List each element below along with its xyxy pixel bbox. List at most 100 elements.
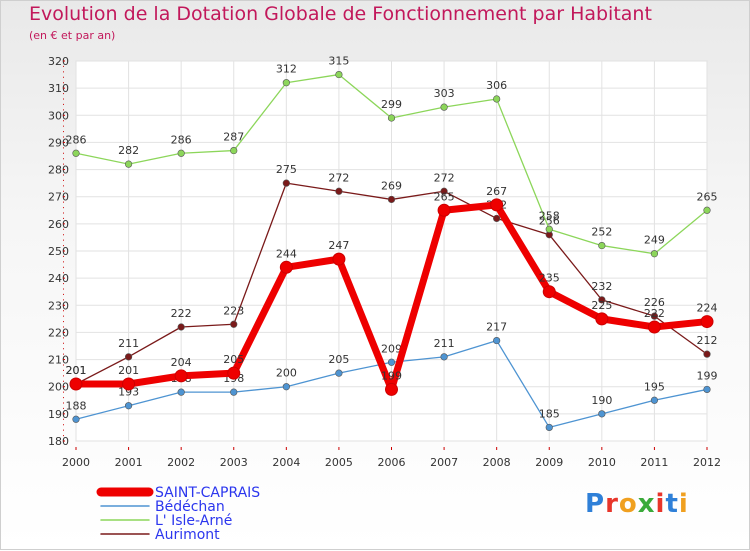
x-tick-label: 2000 bbox=[62, 456, 90, 469]
data-label: 265 bbox=[434, 190, 455, 203]
y-tick-label: 200 bbox=[48, 381, 69, 394]
x-tick-label: 2012 bbox=[693, 456, 721, 469]
data-label: 258 bbox=[539, 209, 560, 222]
data-point bbox=[493, 95, 501, 103]
data-label: 244 bbox=[276, 247, 297, 260]
data-point bbox=[493, 214, 501, 223]
data-label: 232 bbox=[591, 280, 612, 293]
data-point bbox=[335, 70, 343, 79]
y-tick-label: 220 bbox=[48, 326, 69, 339]
x-tick-label: 2004 bbox=[272, 456, 300, 469]
data-point bbox=[595, 312, 609, 326]
data-label: 247 bbox=[328, 239, 349, 252]
data-point bbox=[230, 146, 238, 155]
x-tick-label: 2008 bbox=[483, 456, 511, 469]
data-label: 235 bbox=[539, 272, 560, 285]
data-point bbox=[177, 388, 185, 396]
data-point bbox=[124, 353, 133, 361]
data-point bbox=[387, 358, 396, 366]
y-tick-label: 300 bbox=[48, 109, 69, 122]
data-point bbox=[598, 296, 606, 304]
y-tick-label: 250 bbox=[48, 245, 69, 258]
data-label: 275 bbox=[276, 163, 297, 176]
data-point bbox=[282, 79, 290, 87]
data-point bbox=[69, 377, 83, 391]
data-label: 200 bbox=[276, 367, 297, 380]
data-point bbox=[703, 350, 711, 358]
x-tick-label: 2009 bbox=[535, 456, 563, 469]
data-label: 204 bbox=[171, 356, 192, 369]
data-point bbox=[545, 423, 553, 432]
data-point bbox=[437, 203, 451, 217]
data-point bbox=[650, 250, 659, 258]
data-point bbox=[490, 198, 504, 212]
data-point bbox=[387, 195, 396, 204]
x-tick-label: 2002 bbox=[167, 456, 195, 469]
logo-letter: i bbox=[655, 489, 666, 519]
data-point bbox=[598, 410, 606, 418]
y-tick-label: 240 bbox=[48, 272, 69, 285]
data-point bbox=[440, 353, 448, 361]
data-label: 205 bbox=[328, 353, 349, 366]
data-point bbox=[282, 383, 290, 391]
data-label: 224 bbox=[697, 302, 718, 315]
data-label: 185 bbox=[539, 407, 560, 420]
data-label: 209 bbox=[381, 342, 402, 355]
chart-subtitle: (en € et par an) bbox=[29, 29, 116, 42]
data-point bbox=[545, 225, 553, 233]
data-label: 312 bbox=[276, 63, 297, 76]
y-tick-label: 210 bbox=[48, 354, 69, 367]
chart-title: Evolution de la Dotation Globale de Fonc… bbox=[29, 3, 652, 25]
data-point bbox=[598, 241, 606, 250]
data-label: 315 bbox=[328, 55, 349, 68]
data-point bbox=[385, 382, 398, 396]
data-point bbox=[440, 187, 448, 195]
legend-label: SAINT-CAPRAIS bbox=[155, 485, 260, 501]
data-label: 222 bbox=[171, 307, 192, 320]
x-tick-label: 2005 bbox=[325, 456, 353, 469]
data-label: 211 bbox=[434, 337, 455, 350]
data-label: 223 bbox=[223, 304, 244, 317]
data-label: 195 bbox=[644, 380, 665, 393]
data-label: 201 bbox=[118, 364, 139, 377]
data-point bbox=[122, 377, 136, 391]
data-point bbox=[174, 369, 188, 383]
data-label: 252 bbox=[591, 226, 612, 239]
data-label: 286 bbox=[66, 133, 87, 146]
data-point bbox=[650, 396, 659, 404]
data-point bbox=[647, 320, 661, 334]
legend-label: L' Isle-Arné bbox=[155, 513, 232, 529]
data-label: 188 bbox=[66, 399, 87, 412]
data-label: 225 bbox=[591, 299, 612, 312]
data-point bbox=[700, 315, 714, 329]
data-label: 201 bbox=[66, 364, 87, 377]
y-tick-label: 230 bbox=[48, 299, 69, 312]
data-point bbox=[332, 252, 346, 266]
y-tick-label: 190 bbox=[48, 408, 69, 421]
logo-letter: t bbox=[665, 489, 679, 519]
data-label: 272 bbox=[328, 171, 349, 184]
data-point bbox=[703, 206, 711, 214]
data-label: 299 bbox=[381, 98, 402, 111]
logo-letter: o bbox=[618, 489, 638, 519]
logo-letter: r bbox=[605, 489, 619, 519]
data-point bbox=[124, 402, 133, 410]
data-point bbox=[493, 336, 501, 345]
x-tick-label: 2006 bbox=[378, 456, 406, 469]
data-point bbox=[230, 388, 238, 396]
data-point bbox=[440, 103, 448, 111]
data-label: 303 bbox=[434, 87, 455, 100]
data-label: 212 bbox=[697, 334, 718, 347]
data-label: 199 bbox=[697, 369, 718, 382]
data-label: 282 bbox=[118, 144, 139, 157]
data-point bbox=[282, 179, 290, 187]
data-label: 269 bbox=[381, 179, 402, 192]
data-point bbox=[542, 285, 556, 299]
data-point bbox=[230, 320, 238, 328]
y-tick-label: 310 bbox=[48, 82, 69, 95]
data-point bbox=[650, 312, 659, 320]
logo-letter: i bbox=[678, 489, 689, 519]
data-point bbox=[72, 149, 80, 157]
y-tick-label: 290 bbox=[48, 136, 69, 149]
y-tick-label: 260 bbox=[48, 218, 69, 231]
